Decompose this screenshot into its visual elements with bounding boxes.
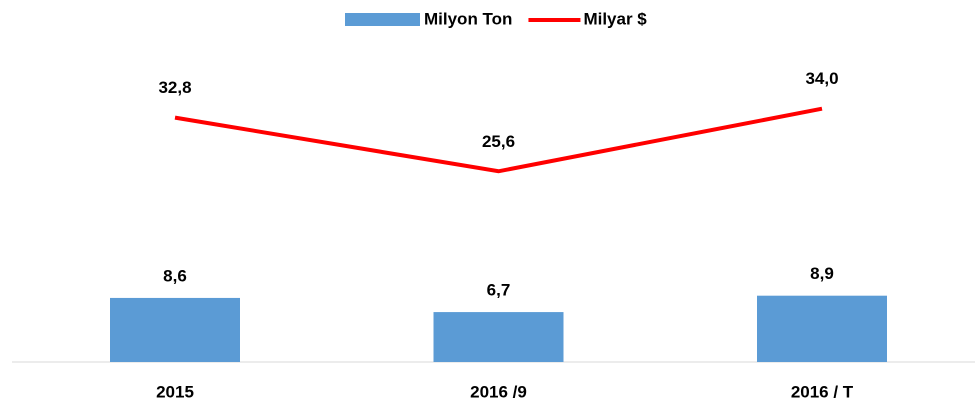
x-tick-label: 2016 /9 (470, 382, 527, 401)
data-label: 8,9 (810, 264, 834, 283)
legend-swatch (345, 13, 420, 26)
data-label: 8,6 (163, 266, 187, 285)
x-tick-label: 2016 / T (791, 382, 854, 401)
x-tick-label: 2015 (156, 382, 194, 401)
bar (757, 295, 887, 362)
line (174, 106, 823, 174)
data-label: 34,0 (805, 69, 838, 88)
bar (110, 297, 240, 362)
data-label: 25,6 (482, 132, 515, 151)
data-label: 32,8 (158, 78, 191, 97)
bar (433, 312, 564, 362)
data-label: 6,7 (487, 281, 511, 300)
legend-label: Milyon Ton (424, 9, 512, 28)
legend-label: Milyar $ (583, 9, 647, 28)
